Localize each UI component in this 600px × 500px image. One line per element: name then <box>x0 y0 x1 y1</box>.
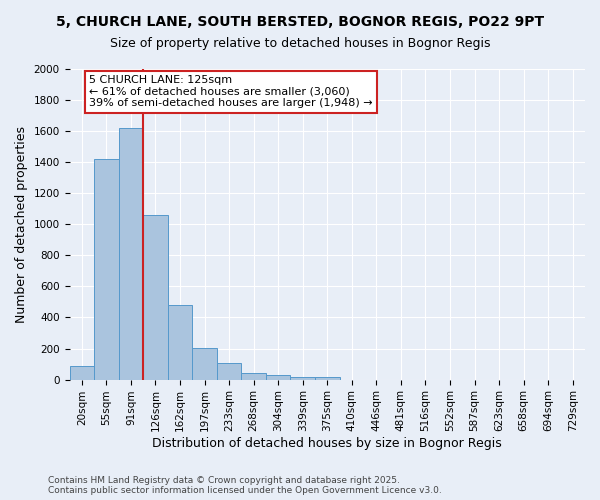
Bar <box>168 305 192 380</box>
Text: 5 CHURCH LANE: 125sqm
← 61% of detached houses are smaller (3,060)
39% of semi-d: 5 CHURCH LANE: 125sqm ← 61% of detached … <box>89 75 373 108</box>
Text: Contains HM Land Registry data © Crown copyright and database right 2025.
Contai: Contains HM Land Registry data © Crown c… <box>48 476 442 495</box>
Bar <box>94 159 119 380</box>
Bar <box>315 378 340 380</box>
Bar <box>70 366 94 380</box>
Y-axis label: Number of detached properties: Number of detached properties <box>15 126 28 323</box>
Bar <box>290 378 315 380</box>
Text: 5, CHURCH LANE, SOUTH BERSTED, BOGNOR REGIS, PO22 9PT: 5, CHURCH LANE, SOUTH BERSTED, BOGNOR RE… <box>56 15 544 29</box>
Bar <box>143 215 168 380</box>
Bar <box>266 375 290 380</box>
Bar <box>119 128 143 380</box>
Bar <box>217 362 241 380</box>
Bar <box>192 348 217 380</box>
Text: Size of property relative to detached houses in Bognor Regis: Size of property relative to detached ho… <box>110 38 490 51</box>
Bar <box>241 374 266 380</box>
X-axis label: Distribution of detached houses by size in Bognor Regis: Distribution of detached houses by size … <box>152 437 502 450</box>
